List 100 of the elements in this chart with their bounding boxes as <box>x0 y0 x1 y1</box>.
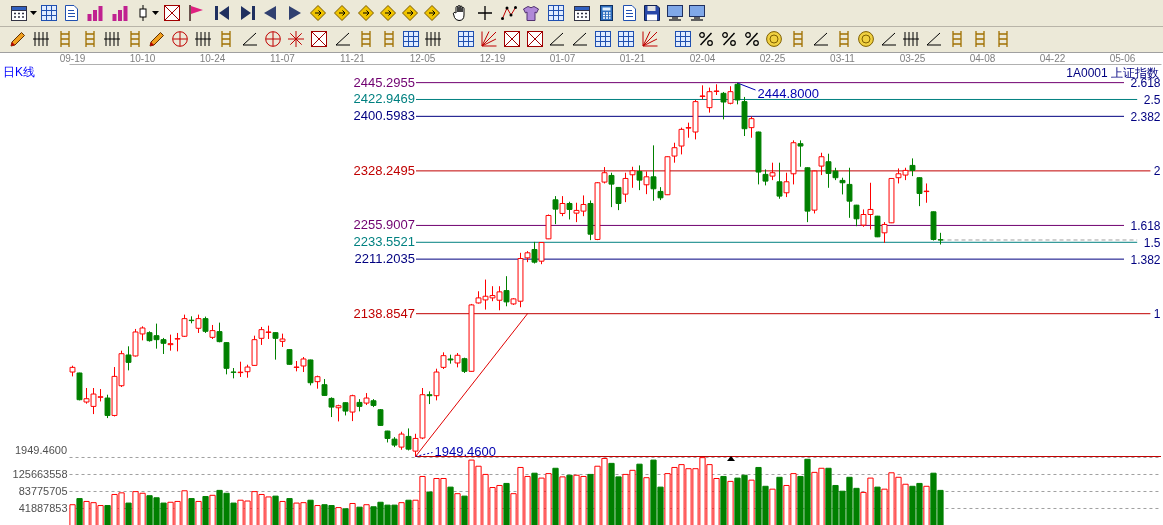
y2-tick-label: 1 <box>1153 307 1161 322</box>
x-tick-label: 04-22 <box>1039 52 1066 64</box>
bar <box>279 500 286 525</box>
bar <box>356 506 363 525</box>
y-tick-label: 41887853 <box>18 501 68 514</box>
x-tick-label: 03-11 <box>830 52 856 64</box>
candlestick <box>349 394 356 422</box>
ref-line-label: 2138.8547 <box>353 305 415 321</box>
x-tick-label: 11-07 <box>270 52 296 64</box>
candlestick <box>503 275 510 307</box>
ref-line-label: 2400.5983 <box>353 108 415 124</box>
x-tick-label: 02-04 <box>689 52 716 64</box>
x-tick-label: 01-07 <box>549 52 576 64</box>
candlestick <box>783 172 790 198</box>
candlestick <box>195 314 202 334</box>
candlestick <box>398 431 405 451</box>
candlestick <box>307 359 314 386</box>
x-tick-label: 10-10 <box>129 52 156 64</box>
candlestick <box>881 221 888 244</box>
bar <box>104 504 111 525</box>
candlestick <box>818 152 825 176</box>
x-tick-label: 02-25 <box>759 52 786 64</box>
candlestick <box>734 82 741 105</box>
candlestick <box>650 144 657 202</box>
annotation: 2444.8000 <box>757 86 819 101</box>
bar <box>454 492 461 525</box>
bar <box>531 472 538 525</box>
candlestick <box>272 331 279 361</box>
y2-tick-label: 1.618 <box>1130 218 1161 233</box>
ref-line-label: 2445.2955 <box>353 74 415 90</box>
x-tick-label: 03-25 <box>899 52 926 64</box>
y2-tick-label: 1.382 <box>1130 252 1161 267</box>
bar <box>307 499 314 525</box>
x-tick-label: 01-21 <box>619 52 646 64</box>
candlestick <box>776 162 783 200</box>
x-tick-label: 05-06 <box>1109 52 1136 64</box>
x-tick-label: 10-24 <box>199 52 226 64</box>
bar <box>643 476 650 525</box>
bar <box>286 497 293 525</box>
bar <box>363 503 370 525</box>
candlestick <box>636 164 643 191</box>
ref-line-label: 2233.5521 <box>353 234 415 250</box>
candlestick <box>608 172 615 208</box>
bar <box>272 495 279 525</box>
candlestick <box>615 186 622 211</box>
candlestick <box>545 214 552 240</box>
bar <box>769 488 776 525</box>
bar <box>776 476 783 525</box>
bar <box>398 501 405 525</box>
bar <box>405 499 412 525</box>
candlestick <box>748 116 755 139</box>
y2-tick-label: 1.5 <box>1143 235 1161 250</box>
bar <box>559 475 566 525</box>
bar <box>566 474 573 525</box>
y2-tick-label: 2.5 <box>1143 92 1161 107</box>
candlestick <box>531 241 538 265</box>
candlestick <box>622 172 629 203</box>
x-tick-label: 11-21 <box>340 52 366 64</box>
candlestick <box>104 394 111 419</box>
bar <box>349 502 356 525</box>
bar <box>727 480 734 525</box>
x-tick-label: 04-08 <box>969 52 996 64</box>
bar <box>461 495 468 525</box>
bar <box>188 497 195 525</box>
candlestick <box>433 368 440 401</box>
candlestick <box>552 195 559 225</box>
candlestick <box>678 127 685 155</box>
y-tick-label: 125663558 <box>12 467 68 480</box>
bar <box>76 497 83 525</box>
y-tick-label: 83775705 <box>18 484 68 497</box>
bar <box>874 486 881 525</box>
bar <box>202 495 209 525</box>
candlestick <box>923 182 930 204</box>
bar <box>125 502 132 525</box>
ref-line-label: 2255.9007 <box>353 217 415 233</box>
candlestick <box>797 139 804 168</box>
bar <box>503 482 510 525</box>
bar <box>748 479 755 525</box>
candlestick <box>538 241 545 265</box>
candlestick <box>125 345 132 371</box>
candlestick <box>181 314 188 338</box>
candlestick <box>559 195 566 217</box>
ref-line-label: 2328.2495 <box>353 162 415 178</box>
candlestick <box>720 91 727 120</box>
candlestick <box>629 166 636 189</box>
chart-title: 日K线 <box>3 65 36 79</box>
annotation: 1949.4600 <box>434 443 496 459</box>
bar <box>342 507 349 525</box>
candlestick <box>174 332 181 352</box>
ref-line-label: 2422.9469 <box>353 91 415 107</box>
bar <box>426 491 433 525</box>
bar <box>447 486 454 525</box>
bar <box>335 506 342 525</box>
candlestick <box>846 167 853 219</box>
bar <box>923 485 930 525</box>
bar <box>636 463 643 525</box>
x-tick-label: 12-19 <box>479 52 506 64</box>
candlestick <box>643 170 650 195</box>
x-tick-label: 09-19 <box>59 52 86 64</box>
bar <box>552 467 559 525</box>
